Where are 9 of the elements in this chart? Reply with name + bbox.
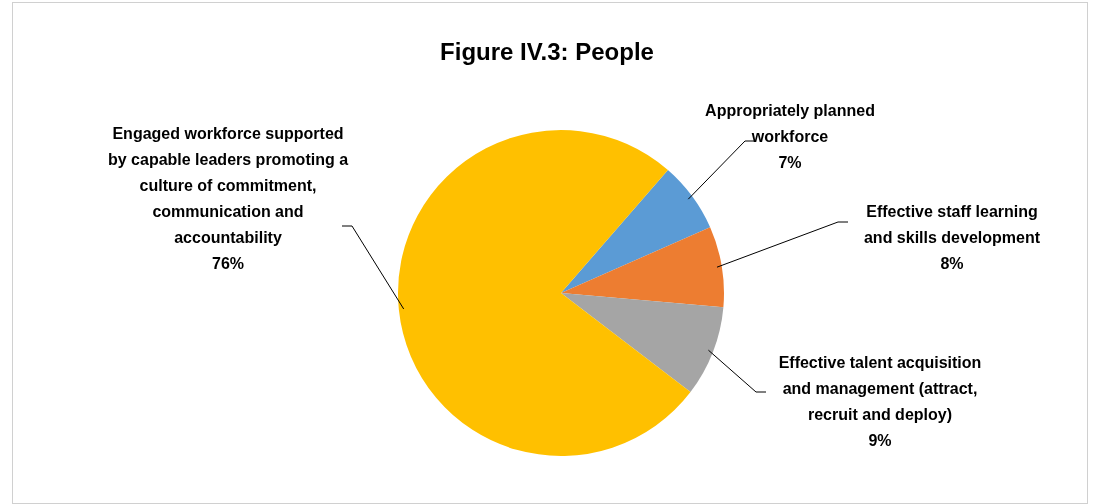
chart-title: Figure IV.3: People — [439, 38, 655, 66]
slice-label: Engaged workforce supported by capable leaders promoting a culture of commitment, communication and accountability — [107, 125, 349, 247]
data-label: 8% — [940, 255, 964, 273]
slice-label: Appropriately planned workforce — [705, 102, 875, 146]
data-label: 7% — [778, 154, 802, 172]
slice-label: Effective talent acquisition and management (attract, recruit and deploy) — [778, 354, 982, 424]
data-label: 9% — [868, 432, 892, 450]
slice-label: Effective staff learning and skills development — [863, 203, 1041, 247]
data-label: 76% — [211, 255, 245, 273]
